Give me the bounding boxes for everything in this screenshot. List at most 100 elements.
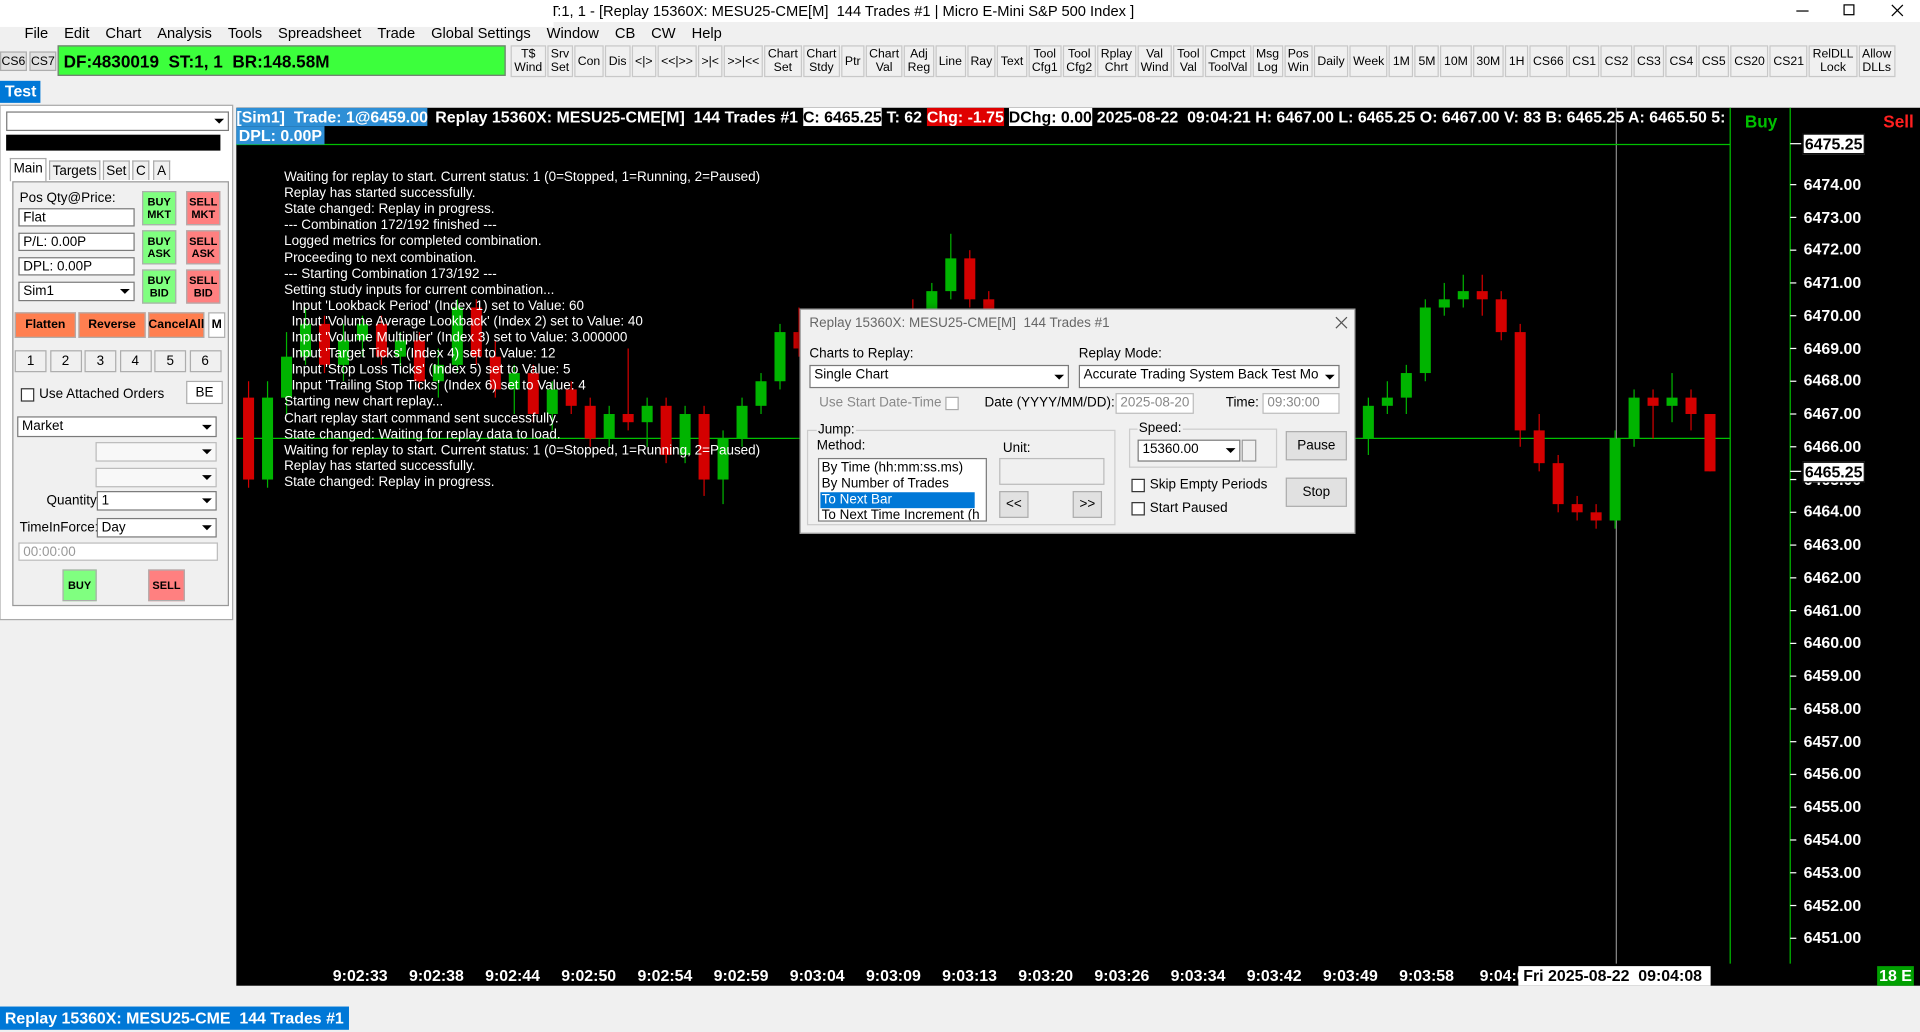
pause-button[interactable]: Pause (1285, 431, 1347, 461)
order-button[interactable]: SELL MKT (186, 191, 221, 226)
quantity-button[interactable]: 1 (14, 350, 47, 373)
quantity-button[interactable]: 5 (154, 350, 187, 373)
toolbar-button[interactable]: Dis (605, 45, 631, 78)
toolbar-button[interactable]: Srv Set (547, 45, 573, 78)
toolbar-button[interactable]: Adj Reg (903, 45, 934, 78)
toolbar-button[interactable]: Week (1349, 45, 1388, 78)
action-button[interactable]: Flatten (14, 312, 76, 338)
toolbar-button[interactable]: Cmpct ToolVal (1204, 45, 1252, 78)
toolbar-button[interactable]: Tool Cfg2 (1062, 45, 1096, 78)
toolbar-button[interactable]: Val Wind (1136, 45, 1173, 78)
panel-tab[interactable]: C (132, 160, 150, 180)
toolbar-button[interactable]: Pos Win (1284, 45, 1313, 78)
checkbox[interactable] (1131, 502, 1145, 516)
panel-tab[interactable]: A (153, 160, 171, 180)
toolbar-button[interactable]: Daily (1313, 45, 1349, 78)
toolbar-button[interactable]: T$ Wind (510, 45, 546, 78)
stop-button[interactable]: Stop (1285, 477, 1347, 507)
mode-select[interactable]: Accurate Trading System Back Test Mo (1078, 364, 1340, 389)
menu-item[interactable]: CB (614, 24, 636, 42)
order-button[interactable]: SELL BID (186, 269, 221, 304)
menu-item[interactable]: Trade (377, 24, 416, 42)
action-button[interactable]: Reverse (78, 312, 146, 338)
toolbar-button[interactable]: Rplay Chrt (1097, 45, 1136, 78)
toolbar-button[interactable]: CS2 (1600, 45, 1633, 78)
toolbar-button[interactable]: 5M (1414, 45, 1440, 78)
toolbar-button[interactable]: >|< (697, 45, 723, 78)
toolbar-button[interactable]: Tool Cfg1 (1028, 45, 1062, 78)
chartsheet-button[interactable]: CS6 (0, 51, 27, 72)
toolbar-button[interactable]: Chart Stdy (802, 45, 841, 78)
action-button[interactable]: CancelAll (148, 312, 205, 338)
menu-item[interactable]: Tools (227, 24, 263, 42)
toolbar-button[interactable]: 10M (1440, 45, 1472, 78)
toolbar-button[interactable]: CS21 (1769, 45, 1808, 78)
menu-item[interactable]: Help (691, 24, 722, 42)
toolbar-button[interactable]: Line (935, 45, 966, 78)
quantity-button[interactable]: 6 (189, 350, 222, 373)
order-button[interactable]: BUY ASK (142, 230, 177, 265)
quantity-button[interactable]: 2 (49, 350, 82, 373)
toolbar-button[interactable]: >>|<< (723, 45, 764, 78)
toolbar-button[interactable]: 1H (1505, 45, 1529, 78)
method-list[interactable]: By Time (hh:mm:ss.ms) By Number of Trades… (817, 457, 987, 522)
menu-item[interactable]: Window (546, 24, 599, 42)
symbol-select[interactable] (6, 111, 229, 132)
account-select[interactable]: Sim1 (18, 281, 135, 302)
toolbar-button[interactable]: 1M (1389, 45, 1414, 78)
toolbar-button[interactable]: CS4 (1665, 45, 1697, 78)
spin[interactable] (1241, 439, 1257, 462)
charts-select[interactable]: Single Chart (809, 364, 1069, 389)
panel-tab[interactable]: Set (102, 160, 130, 180)
panel-tab[interactable]: Targets (48, 160, 101, 180)
toolbar-button[interactable]: CS20 (1730, 45, 1769, 78)
toolbar-button[interactable]: Ray (966, 45, 996, 78)
toolbar-button[interactable]: Allow DLLs (1858, 45, 1895, 78)
method-item[interactable]: By Number of Trades (821, 476, 949, 492)
menu-item[interactable]: File (24, 24, 49, 42)
order-button[interactable]: BUY BID (142, 269, 177, 304)
quantity-button[interactable]: 3 (84, 350, 117, 373)
sell-button[interactable]: SELL (148, 569, 185, 602)
toolbar-button[interactable]: Tool Val (1173, 45, 1204, 78)
toolbar-button[interactable]: CS1 (1568, 45, 1600, 78)
method-item[interactable]: To Next Bar (820, 492, 975, 509)
toolbar-button[interactable]: CS5 (1698, 45, 1730, 78)
order-button[interactable]: BUY MKT (142, 191, 177, 226)
speed-field[interactable]: 15360.00 (1137, 439, 1241, 462)
tif-select[interactable]: Day (96, 517, 217, 538)
toolbar-button[interactable]: CS3 (1633, 45, 1665, 78)
menu-item[interactable]: CW (651, 24, 676, 42)
quantity-field[interactable]: 1 (96, 491, 217, 511)
toolbar-button[interactable]: Ptr (841, 45, 865, 78)
forward-button[interactable]: >> (1072, 491, 1103, 518)
toolbar-button[interactable]: Msg Log (1252, 45, 1283, 78)
buy-button[interactable]: BUY (62, 569, 97, 602)
chartbook-tab[interactable]: Test (0, 80, 41, 103)
method-item[interactable]: To Next Time Increment (h (821, 508, 980, 522)
checkbox[interactable] (20, 388, 35, 402)
method-item[interactable]: By Time (hh:mm:ss.ms) (821, 460, 964, 476)
toolbar-button[interactable]: Chart Set (764, 45, 802, 78)
be-button[interactable]: BE (186, 380, 223, 405)
toolbar-button[interactable]: <<|>> (657, 45, 697, 78)
menu-item[interactable]: Spreadsheet (278, 24, 362, 42)
action-button[interactable]: M (208, 312, 226, 338)
panel-tab[interactable]: Main (9, 157, 47, 182)
back-button[interactable]: << (999, 491, 1029, 518)
menu-item[interactable]: Edit (64, 24, 90, 42)
toolbar-button[interactable]: Con (574, 45, 604, 78)
order-type-select[interactable]: Market (17, 416, 217, 438)
menu-item[interactable]: Chart (105, 24, 142, 42)
quantity-button[interactable]: 4 (119, 350, 152, 373)
order-button[interactable]: SELL ASK (186, 230, 221, 265)
menu-item[interactable]: Analysis (157, 24, 212, 42)
chartsheet-button[interactable]: CS7 (29, 51, 57, 72)
toolbar-button[interactable]: Text (997, 45, 1027, 78)
checkbox[interactable] (1131, 478, 1145, 493)
toolbar-button[interactable]: Chart Val (865, 45, 903, 78)
toolbar-button[interactable]: <|> (631, 45, 657, 78)
toolbar-button[interactable]: RelDLL Lock (1808, 45, 1858, 78)
menu-item[interactable]: Global Settings (431, 24, 531, 42)
toolbar-button[interactable]: 30M (1472, 45, 1504, 78)
